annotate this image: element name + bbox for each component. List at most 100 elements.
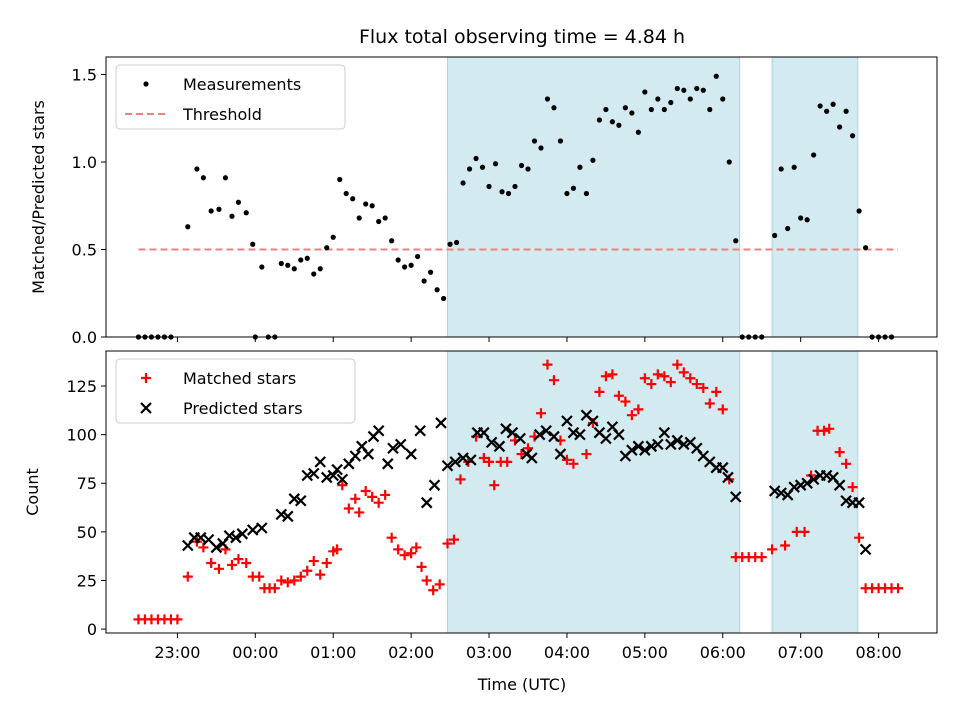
matched-star-point	[406, 548, 417, 559]
predicted-star-point	[349, 450, 362, 462]
count-panel: 0 25 50 75 100 125 23:00 00:00 01:00 02:00 03:00 04…	[23, 350, 938, 662]
series-matched-stars	[133, 359, 904, 625]
data-point	[843, 108, 849, 114]
series-predicted-stars	[182, 409, 872, 556]
matched-star-point	[841, 458, 852, 469]
predicted-star-point	[428, 479, 441, 491]
data-point	[194, 166, 200, 172]
predicted-star-point	[331, 463, 343, 476]
matched-star-point	[620, 396, 631, 407]
matched-star-point	[834, 447, 845, 458]
data-point	[337, 176, 343, 183]
data-point	[785, 225, 791, 232]
matched-star-point	[276, 575, 287, 586]
predicted-star-point	[236, 528, 249, 540]
predicted-star-point	[372, 424, 385, 437]
data-point	[278, 260, 284, 267]
predicted-star-point	[561, 415, 573, 427]
predicted-star-point	[327, 469, 340, 482]
data-point	[596, 117, 603, 123]
matched-star-point	[269, 583, 280, 594]
matched-star-point	[652, 369, 663, 380]
matched-star-point	[354, 507, 365, 518]
matched-star-point	[448, 534, 459, 545]
matched-star-point	[343, 503, 354, 514]
y-tick-label: 25	[77, 571, 97, 590]
legend: Measurements Threshold	[115, 64, 346, 130]
predicted-star-point	[567, 426, 580, 439]
predicted-star-point	[288, 493, 301, 505]
predicted-star-point	[449, 456, 462, 468]
matched-star-point	[854, 532, 865, 543]
predicted-star-point	[435, 417, 447, 429]
predicted-star-point	[548, 430, 560, 443]
legend-marker	[143, 81, 149, 87]
data-point	[661, 106, 667, 113]
data-point	[733, 238, 739, 244]
data-point	[376, 218, 382, 225]
predicted-star-point	[387, 442, 399, 455]
matched-star-point	[416, 561, 427, 572]
plot-frame	[105, 56, 938, 338]
predicted-star-point	[600, 432, 612, 445]
predicted-star-point	[574, 428, 586, 441]
matched-star-point	[489, 480, 500, 491]
data-point	[350, 196, 356, 202]
matched-star-point	[847, 482, 858, 493]
data-point	[778, 166, 784, 172]
matched-star-point	[717, 404, 728, 415]
data-point	[222, 175, 229, 181]
matched-star-point	[691, 379, 702, 390]
data-point	[811, 152, 817, 158]
data-point	[259, 264, 265, 270]
data-point	[317, 266, 323, 272]
predicted-star-point	[554, 448, 567, 460]
predicted-star-point	[230, 531, 242, 544]
data-point	[311, 271, 317, 277]
data-point	[250, 241, 256, 247]
matched-star-point	[455, 474, 466, 485]
data-point	[434, 287, 440, 293]
matched-star-point	[704, 398, 715, 409]
predicted-star-point	[632, 440, 645, 453]
matched-star-point	[535, 408, 546, 419]
x-tick-label: 00:00	[232, 643, 278, 662]
observing-interval	[771, 350, 859, 634]
legend-label: Measurements	[183, 75, 301, 94]
predicted-star-point	[729, 491, 742, 503]
observing-interval	[446, 350, 741, 634]
data-point	[551, 105, 557, 111]
data-point	[525, 166, 531, 172]
predicted-star-point	[420, 496, 433, 509]
predicted-star-point	[587, 415, 599, 427]
predicted-star-point	[500, 423, 512, 435]
data-point	[505, 190, 512, 197]
matched-star-point	[607, 369, 618, 380]
predicted-star-point	[336, 473, 349, 486]
predicted-star-point	[820, 469, 833, 482]
data-point	[512, 183, 518, 190]
data-point	[583, 190, 590, 197]
matched-star-point	[332, 544, 343, 555]
predicted-star-point	[540, 424, 552, 437]
data-point	[564, 190, 570, 197]
matched-star-point	[367, 491, 378, 502]
predicted-star-point	[807, 473, 820, 486]
predicted-star-point	[514, 432, 526, 445]
data-point	[460, 180, 466, 186]
data-point	[603, 106, 609, 113]
matched-star-point	[502, 456, 513, 467]
matched-star-point	[568, 458, 579, 469]
predicted-star-point	[362, 448, 375, 460]
predicted-star-point	[246, 524, 259, 536]
data-point	[850, 133, 856, 139]
data-point	[518, 162, 525, 169]
data-point	[772, 232, 778, 239]
matched-star-point	[824, 423, 835, 434]
data-point	[694, 85, 700, 92]
predicted-star-point	[794, 479, 807, 491]
data-point	[330, 234, 336, 240]
predicted-star-point	[275, 508, 288, 521]
predicted-star-point	[853, 496, 865, 509]
